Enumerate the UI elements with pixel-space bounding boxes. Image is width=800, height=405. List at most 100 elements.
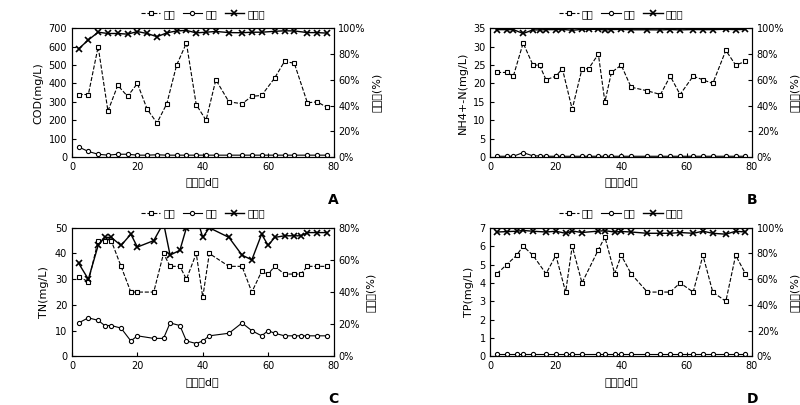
进水 <box>656 92 666 97</box>
进水 <box>280 272 290 277</box>
进水 <box>600 234 610 239</box>
进水 <box>675 280 685 285</box>
进水 <box>584 66 594 71</box>
去除率 <box>551 229 561 234</box>
去除率 <box>94 243 103 248</box>
Text: B: B <box>746 193 758 207</box>
进水 <box>270 76 279 81</box>
进水 <box>312 100 322 104</box>
去除率 <box>656 231 666 236</box>
去除率 <box>270 235 279 240</box>
出水 <box>617 351 626 356</box>
进水 <box>322 105 332 110</box>
去除率 <box>290 233 299 238</box>
去除率 <box>172 28 182 33</box>
进水 <box>626 271 636 276</box>
去除率 <box>642 231 652 236</box>
进水 <box>142 107 152 112</box>
进水 <box>594 247 603 252</box>
进水 <box>166 264 175 269</box>
去除率 <box>83 38 93 43</box>
出水 <box>94 318 103 323</box>
出水 <box>584 154 594 159</box>
出水 <box>182 339 191 343</box>
出水 <box>731 351 741 356</box>
去除率 <box>238 253 247 258</box>
去除率 <box>74 261 83 266</box>
出水 <box>270 331 279 336</box>
进水 <box>198 295 207 300</box>
进水 <box>224 264 234 269</box>
出水 <box>708 351 718 356</box>
进水 <box>567 244 577 249</box>
Text: D: D <box>746 392 758 405</box>
进水 <box>322 264 332 269</box>
出水 <box>551 154 561 159</box>
出水 <box>731 154 741 159</box>
进水 <box>211 77 221 82</box>
进水 <box>152 121 162 126</box>
去除率 <box>502 27 512 32</box>
出水 <box>578 154 587 159</box>
进水 <box>708 81 718 86</box>
去除率 <box>270 29 279 34</box>
去除率 <box>290 28 299 33</box>
去除率 <box>142 31 152 36</box>
去除率 <box>534 28 544 32</box>
出水 <box>610 351 619 356</box>
进水 <box>158 251 168 256</box>
进水 <box>191 102 201 107</box>
出水 <box>542 154 551 159</box>
去除率 <box>721 232 730 237</box>
Line: 进水: 进水 <box>495 235 747 303</box>
出水 <box>656 154 666 159</box>
出水 <box>103 153 113 158</box>
进水 <box>656 290 666 294</box>
去除率 <box>257 232 266 237</box>
进水 <box>175 264 185 269</box>
出水 <box>642 351 652 356</box>
去除率 <box>202 30 211 35</box>
进水 <box>263 272 273 277</box>
去除率 <box>626 27 636 32</box>
去除率 <box>198 235 207 240</box>
进水 <box>721 48 730 53</box>
出水 <box>675 154 685 159</box>
去除率 <box>312 30 322 35</box>
去除率 <box>518 31 528 36</box>
去除率 <box>166 253 175 258</box>
去除率 <box>322 31 332 36</box>
去除率 <box>558 27 567 32</box>
去除率 <box>149 238 158 243</box>
进水 <box>172 63 182 68</box>
Line: 进水: 进水 <box>77 41 329 125</box>
进水 <box>542 271 551 276</box>
出水 <box>122 152 132 157</box>
去除率 <box>708 231 718 236</box>
进水 <box>74 92 83 97</box>
出水 <box>113 152 122 157</box>
出水 <box>551 351 561 356</box>
去除率 <box>191 30 201 35</box>
进水 <box>688 290 698 294</box>
去除率 <box>133 29 142 34</box>
进水 <box>116 264 126 269</box>
出水 <box>721 351 730 356</box>
进水 <box>512 253 522 258</box>
进水 <box>492 70 502 75</box>
出水 <box>158 336 168 341</box>
出水 <box>224 331 234 336</box>
进水 <box>162 101 172 106</box>
进水 <box>731 63 741 68</box>
进水 <box>698 253 708 258</box>
Legend: 进水, 出水, 去除率: 进水, 出水, 去除率 <box>555 5 687 23</box>
进水 <box>290 61 299 66</box>
去除率 <box>162 30 172 35</box>
去除率 <box>584 27 594 32</box>
去除率 <box>103 31 113 36</box>
出水 <box>94 152 103 157</box>
出水 <box>600 351 610 356</box>
出水 <box>528 153 538 158</box>
出水 <box>509 154 518 159</box>
进水 <box>94 238 103 243</box>
